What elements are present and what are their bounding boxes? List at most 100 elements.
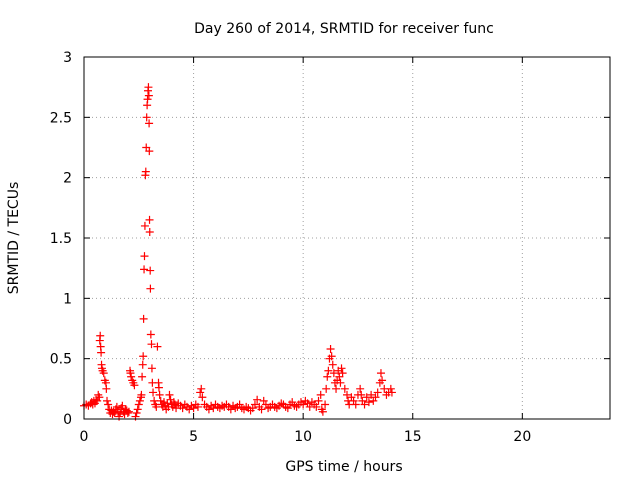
data-point	[329, 369, 338, 378]
chart-title: Day 260 of 2014, SRMTID for receiver fun…	[194, 21, 494, 37]
data-point	[147, 364, 156, 373]
data-point	[357, 390, 366, 399]
data-point	[196, 388, 205, 397]
data-point	[139, 314, 148, 323]
data-point	[154, 383, 163, 392]
data-point	[116, 408, 125, 417]
data-point	[322, 384, 331, 393]
data-point	[149, 388, 158, 397]
data-point	[146, 284, 155, 293]
data-point	[145, 119, 154, 128]
data-point	[360, 400, 369, 409]
data-point	[356, 384, 365, 393]
data-point	[96, 331, 105, 340]
data-point	[138, 372, 147, 381]
data-point	[139, 352, 148, 361]
data-point	[133, 405, 142, 414]
data-point	[253, 395, 262, 404]
data-point	[144, 83, 153, 92]
x-tick-label: 0	[80, 429, 89, 445]
y-tick-label: 3	[63, 50, 72, 66]
data-point	[124, 407, 133, 416]
data-point	[141, 167, 150, 176]
data-point	[112, 402, 121, 411]
data-point	[155, 390, 164, 399]
data-point	[118, 401, 127, 410]
data-point	[95, 393, 104, 402]
data-point	[127, 372, 136, 381]
data-point	[102, 384, 111, 393]
data-point	[123, 408, 132, 417]
y-tick-label: 0.5	[50, 352, 72, 368]
data-point	[145, 147, 154, 156]
data-point	[140, 265, 149, 274]
data-point	[142, 113, 151, 122]
data-point	[140, 252, 149, 261]
data-point	[328, 360, 337, 369]
y-tick-label: 2	[63, 171, 72, 187]
data-point	[137, 390, 146, 399]
data-point	[314, 396, 323, 405]
data-point	[312, 402, 321, 411]
data-point	[371, 393, 380, 402]
x-tick-label: 20	[513, 429, 531, 445]
data-point	[326, 345, 335, 354]
data-point	[103, 396, 112, 405]
grid	[84, 57, 610, 419]
x-tick-label: 15	[404, 429, 422, 445]
data-point	[147, 340, 156, 349]
data-point	[146, 330, 155, 339]
data-point	[335, 372, 344, 381]
data-point	[376, 369, 385, 378]
data-point	[126, 369, 135, 378]
data-point	[327, 352, 336, 361]
data-point	[318, 407, 327, 416]
y-axis-label: SRMTID / TECUs	[6, 182, 22, 295]
data-point	[386, 384, 395, 393]
data-point	[97, 348, 106, 357]
data-point	[104, 400, 113, 409]
data-point	[145, 227, 154, 236]
data-point	[153, 342, 162, 351]
y-tick-labels: 0 0.5 1 1.5 2 2.5 3	[50, 50, 72, 428]
y-tick-label: 1	[63, 291, 72, 307]
data-point	[332, 384, 341, 393]
data-point	[144, 91, 153, 100]
data-point	[135, 396, 144, 405]
data-point	[323, 372, 332, 381]
data-point	[163, 399, 172, 408]
data-point	[364, 398, 373, 407]
data-point	[99, 369, 108, 378]
data-point	[324, 366, 333, 375]
data-point	[146, 266, 155, 275]
data-point	[362, 393, 371, 402]
y-tick-label: 2.5	[50, 110, 72, 126]
data-point	[321, 400, 330, 409]
data-point	[193, 402, 202, 411]
data-points	[80, 83, 396, 421]
data-point	[170, 400, 179, 409]
data-point	[159, 398, 168, 407]
axis-ticks	[83, 56, 610, 420]
data-point	[316, 390, 325, 399]
data-point	[351, 400, 360, 409]
data-point	[198, 393, 207, 402]
data-point	[367, 390, 376, 399]
data-point	[340, 384, 349, 393]
y-tick-label: 1.5	[50, 231, 72, 247]
data-point	[337, 364, 346, 373]
data-point	[343, 390, 351, 399]
data-point	[145, 215, 154, 224]
data-point	[130, 381, 139, 390]
x-tick-labels: 0 5 10 15 20	[80, 429, 532, 445]
data-point	[378, 376, 387, 385]
x-tick-label: 10	[294, 429, 312, 445]
data-point	[257, 405, 266, 414]
data-point	[134, 400, 143, 409]
data-point	[336, 378, 345, 387]
data-point	[138, 360, 147, 369]
data-point	[140, 221, 149, 230]
data-point	[373, 388, 382, 397]
data-point	[250, 400, 259, 409]
